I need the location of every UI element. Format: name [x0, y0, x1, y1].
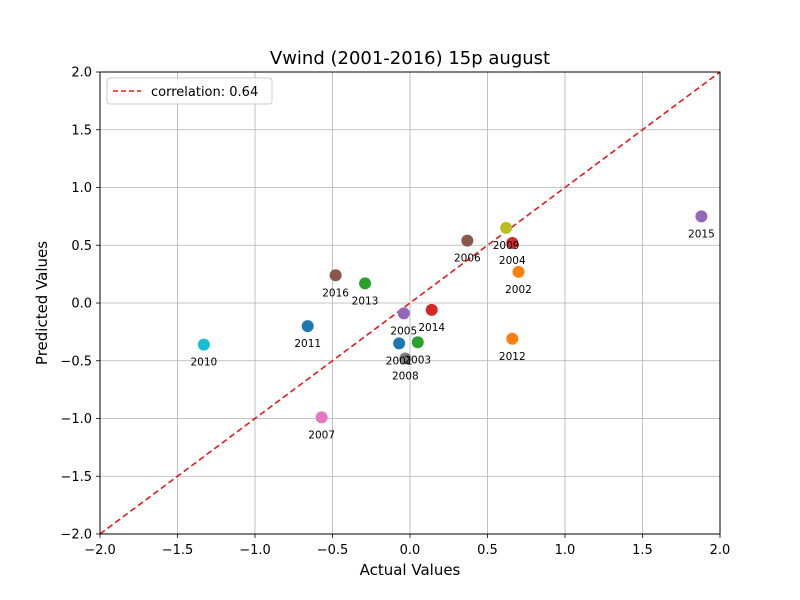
point-label-2010: 2010: [190, 357, 217, 369]
point-label-2014: 2014: [418, 322, 445, 334]
point-label-2004: 2004: [499, 255, 526, 267]
point-label-2002: 2002: [505, 284, 532, 296]
x-tick-label: 0.0: [400, 543, 421, 558]
legend-box: [106, 77, 273, 105]
y-tick-label: 1.0: [71, 181, 92, 196]
point-label-2015: 2015: [688, 228, 715, 240]
y-tick-label: −1.5: [60, 470, 92, 485]
data-point-2008: [399, 352, 412, 365]
point-label-2011: 2011: [294, 338, 321, 350]
data-point-2007: [315, 411, 328, 424]
legend-label: correlation: 0.64: [151, 85, 258, 100]
point-labels: 2001 2002 2003 2004 2005 2006 2007 2008 2009 2010…: [190, 228, 714, 441]
data-point-2016: [329, 269, 342, 282]
x-tick-label: −1.0: [239, 543, 271, 558]
x-axis-label: Actual Values: [360, 561, 461, 579]
y-tick-label: −1.0: [60, 412, 92, 427]
data-point-2014: [425, 303, 438, 316]
x-tick-label: 0.5: [477, 543, 498, 558]
data-point-2015: [695, 210, 708, 223]
data-point-2006: [461, 234, 474, 247]
x-tick-label: 1.0: [555, 543, 576, 558]
data-point-2003: [411, 336, 424, 349]
correlation-line-group: [99, 71, 721, 535]
data-point-2005: [397, 307, 410, 320]
y-tick-label: 1.5: [71, 123, 92, 138]
data-point-2011: [301, 320, 314, 333]
x-tick-label: −2.0: [84, 543, 116, 558]
point-label-2003: 2003: [404, 354, 431, 366]
point-label-2013: 2013: [352, 295, 379, 307]
data-points: [197, 210, 708, 424]
x-tick-label: 1.5: [632, 543, 653, 558]
y-ticks: −2.0 −1.5 −1.0 −0.5 0.0 0.5 1.0 1.5 2.0: [60, 66, 100, 543]
y-tick-label: −0.5: [60, 354, 92, 369]
point-label-2005: 2005: [390, 325, 417, 337]
correlation-line: [99, 71, 721, 535]
data-point-2010: [197, 338, 210, 351]
data-point-2009: [500, 221, 513, 234]
data-point-2002: [512, 265, 525, 278]
data-point-2001: [393, 337, 406, 350]
chart-title: Vwind (2001-2016) 15p august: [270, 48, 550, 69]
y-tick-label: 0.0: [71, 297, 92, 312]
y-tick-label: 0.5: [71, 239, 92, 254]
point-label-2012: 2012: [499, 351, 526, 363]
y-axis-label: Predicted Values: [33, 241, 51, 365]
point-label-2001: 2001: [386, 355, 413, 367]
legend: correlation: 0.64: [106, 77, 273, 105]
data-point-2013: [359, 277, 372, 290]
point-label-2016: 2016: [322, 287, 349, 299]
x-tick-label: −1.5: [162, 543, 194, 558]
x-tick-label: 2.0: [710, 543, 731, 558]
data-point-2012: [506, 332, 519, 345]
y-tick-label: −2.0: [60, 528, 92, 543]
point-label-2009: 2009: [493, 240, 520, 252]
data-point-2004: [506, 236, 519, 249]
y-tick-label: 2.0: [71, 66, 92, 81]
point-label-2008: 2008: [392, 370, 419, 382]
x-tick-label: −0.5: [317, 543, 349, 558]
point-label-2007: 2007: [308, 429, 335, 441]
x-ticks: −2.0 −1.5 −1.0 −0.5 0.0 0.5 1.0 1.5 2.0: [84, 534, 730, 558]
point-label-2006: 2006: [454, 253, 481, 265]
